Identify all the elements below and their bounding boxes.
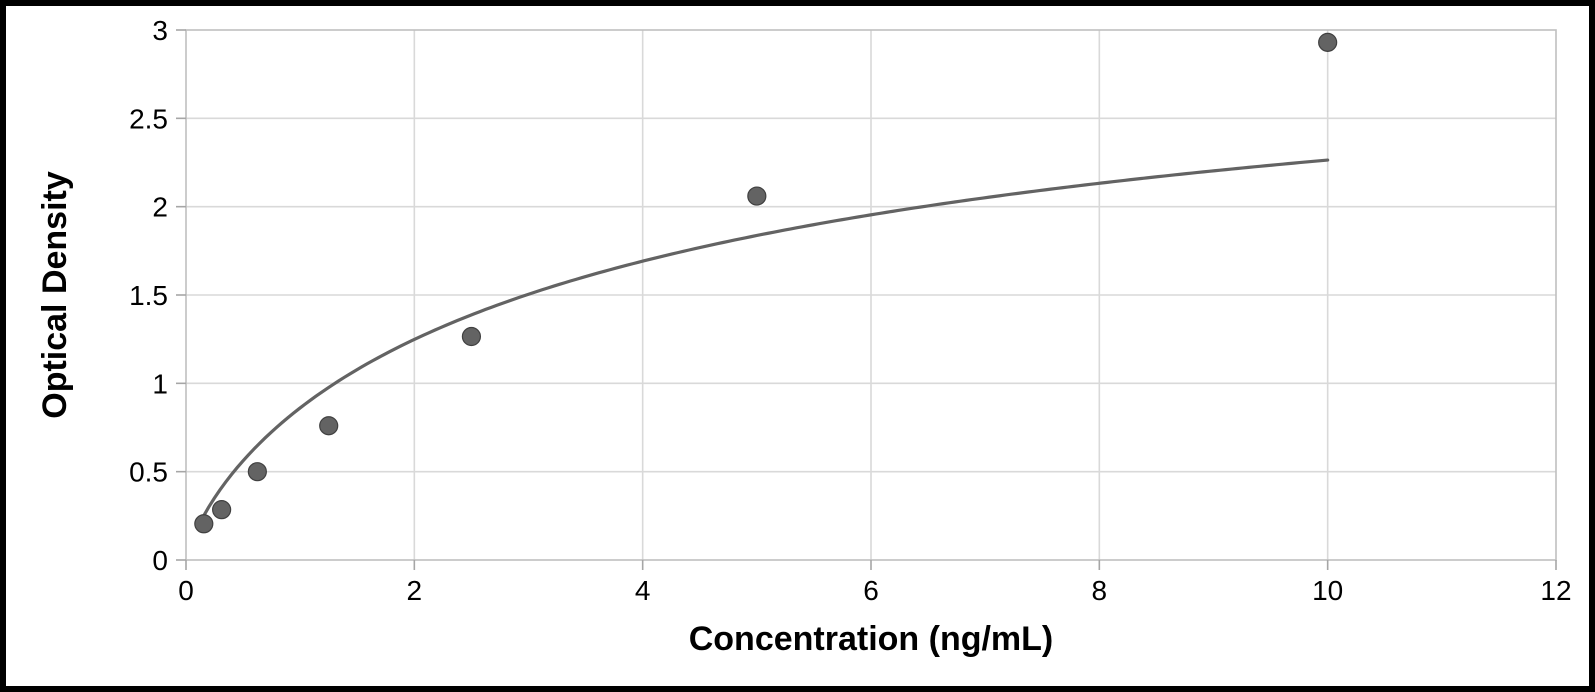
y-tick-label: 1 [152,368,168,399]
data-point [320,417,338,435]
chart-frame: 0 2 4 6 8 10 12 0 0.5 1 1.5 2 2.5 3 Concentration (ng/… [0,0,1595,692]
y-tick-label: 1.5 [129,280,168,311]
data-point [462,328,480,346]
data-point [1319,33,1337,51]
data-point [748,187,766,205]
x-tick-label: 8 [1092,575,1108,606]
x-axis-title: Concentration (ng/mL) [689,620,1054,658]
x-tick-label: 12 [1540,575,1571,606]
x-tick-label: 0 [178,575,194,606]
data-point [213,501,231,519]
x-tick-label: 10 [1312,575,1343,606]
y-axis-title: Optical Density [36,171,74,419]
y-tick-label: 0 [152,545,168,576]
y-tick-label: 0.5 [129,457,168,488]
data-point [195,515,213,533]
y-tick-label: 2 [152,192,168,223]
data-point [248,463,266,481]
x-tick-label: 6 [863,575,879,606]
y-tick-label: 2.5 [129,103,168,134]
y-tick-label: 3 [152,15,168,46]
x-tick-label: 2 [407,575,423,606]
x-tick-label: 4 [635,575,651,606]
chart-svg: 0 2 4 6 8 10 12 0 0.5 1 1.5 2 2.5 3 Concentration (ng/… [6,6,1589,686]
